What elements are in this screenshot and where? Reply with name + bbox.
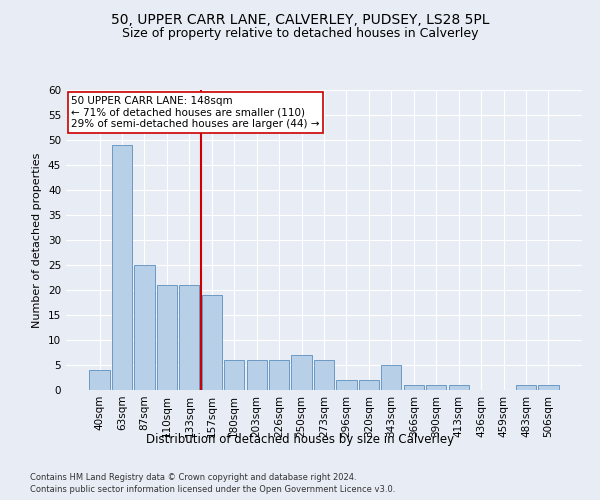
Bar bbox=[89, 370, 110, 390]
Text: Contains HM Land Registry data © Crown copyright and database right 2024.: Contains HM Land Registry data © Crown c… bbox=[30, 472, 356, 482]
Bar bbox=[449, 385, 469, 390]
Bar bbox=[404, 385, 424, 390]
Bar bbox=[112, 145, 132, 390]
Bar bbox=[538, 385, 559, 390]
Bar bbox=[314, 360, 334, 390]
Text: Distribution of detached houses by size in Calverley: Distribution of detached houses by size … bbox=[146, 432, 454, 446]
Text: Contains public sector information licensed under the Open Government Licence v3: Contains public sector information licen… bbox=[30, 485, 395, 494]
Bar bbox=[202, 295, 222, 390]
Bar bbox=[269, 360, 289, 390]
Bar bbox=[134, 265, 155, 390]
Text: 50 UPPER CARR LANE: 148sqm
← 71% of detached houses are smaller (110)
29% of sem: 50 UPPER CARR LANE: 148sqm ← 71% of deta… bbox=[71, 96, 320, 129]
Bar bbox=[381, 365, 401, 390]
Bar bbox=[179, 285, 199, 390]
Bar bbox=[426, 385, 446, 390]
Bar bbox=[247, 360, 267, 390]
Bar bbox=[359, 380, 379, 390]
Text: Size of property relative to detached houses in Calverley: Size of property relative to detached ho… bbox=[122, 28, 478, 40]
Bar bbox=[292, 355, 311, 390]
Y-axis label: Number of detached properties: Number of detached properties bbox=[32, 152, 43, 328]
Bar bbox=[224, 360, 244, 390]
Bar bbox=[157, 285, 177, 390]
Bar bbox=[337, 380, 356, 390]
Text: 50, UPPER CARR LANE, CALVERLEY, PUDSEY, LS28 5PL: 50, UPPER CARR LANE, CALVERLEY, PUDSEY, … bbox=[111, 12, 489, 26]
Bar bbox=[516, 385, 536, 390]
